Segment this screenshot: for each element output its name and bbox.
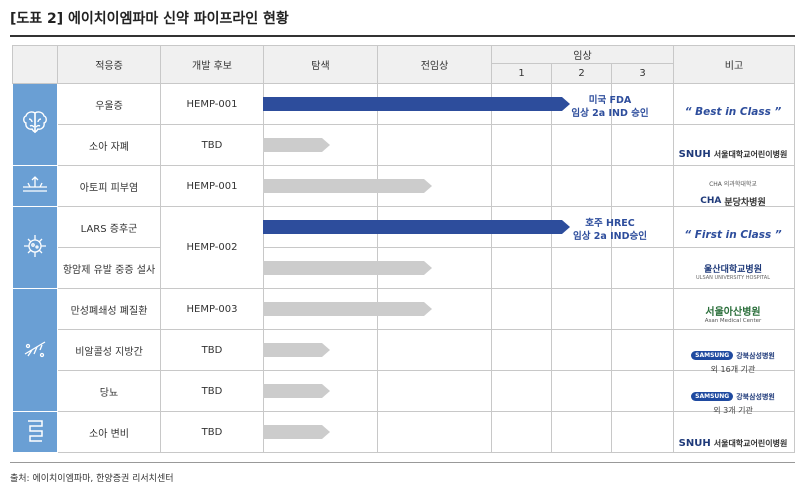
row-indication: 소아 자폐 (57, 124, 161, 166)
header-phase2: 2 (551, 63, 612, 84)
row-candidate: TBD (160, 124, 264, 166)
row-candidate: HEMP-003 (160, 288, 264, 330)
source-note: 출처: 에이치이엠파마, 한양증권 리서치센터 (10, 474, 174, 484)
progress-bar (263, 384, 330, 398)
progress-bar (263, 220, 570, 234)
row-indication: 당뇨 (57, 370, 161, 412)
note-samsung-2: SAMSUNG 강북삼성병원 외 3개 기관 (676, 383, 790, 416)
row-indication: LARS 증후군 (57, 206, 161, 248)
intestine-icon (12, 411, 58, 453)
note-best-in-class: “ Best in Class ” (684, 106, 782, 118)
bottom-rule (10, 462, 795, 463)
header-discovery: 탐색 (263, 45, 378, 84)
row-indication: 항암제 유발 중증 설사 (57, 247, 161, 289)
page-title: [도표 2] 에이치이엠파마 신약 파이프라인 현황 (10, 11, 289, 27)
header-note: 비고 (673, 45, 795, 84)
progress-bar (263, 138, 330, 152)
bar-label: 호주 HREC 임상 2a IND승인 (573, 218, 647, 242)
progress-bar (263, 302, 432, 316)
bar-label: 미국 FDA 임상 2a IND 승인 (571, 95, 649, 119)
row-indication: 소아 변비 (57, 411, 161, 453)
liver-icon (12, 288, 58, 412)
header-preclinical: 전임상 (377, 45, 492, 84)
row-indication: 아토피 피부염 (57, 165, 161, 207)
note-cha: CHA 의과학대학교 CHA 분당차병원 (700, 181, 766, 208)
header-indication: 적응증 (57, 45, 161, 84)
row-indication: 비알콜성 지방간 (57, 329, 161, 371)
note-snuh: SNUH 서울대학교어린이병원 (678, 149, 788, 160)
note-snuh-2: SNUH 서울대학교어린이병원 (678, 438, 788, 449)
microbe-icon (12, 206, 58, 289)
header-phase3: 3 (611, 63, 674, 84)
note-ulsan: 울산대학교병원 ULSAN UNIVERSITY HOSPITAL (696, 265, 770, 281)
row-candidate: HEMP-002 (160, 206, 264, 289)
skin-icon (12, 165, 58, 207)
row-candidate: TBD (160, 411, 264, 453)
progress-bar (263, 97, 570, 111)
header-phase1: 1 (491, 63, 552, 84)
header-clinical: 임상 (491, 45, 674, 64)
row-candidate: HEMP-001 (160, 83, 264, 125)
progress-bar (263, 343, 330, 357)
note-samsung-1: SAMSUNG 강북삼성병원 외 16개 기관 (676, 342, 790, 375)
brain-icon (12, 83, 58, 166)
header-icon (12, 45, 58, 84)
progress-bar (263, 425, 330, 439)
row-indication: 만성폐쇄성 폐질환 (57, 288, 161, 330)
row-candidate: TBD (160, 329, 264, 371)
note-first-in-class: “ First in Class ” (684, 229, 782, 241)
row-indication: 우울증 (57, 83, 161, 125)
note-asan: 서울아산병원 Asan Medical Center (704, 307, 762, 324)
row-candidate: HEMP-001 (160, 165, 264, 207)
progress-bar (263, 179, 432, 193)
row-candidate: TBD (160, 370, 264, 412)
top-rule (10, 35, 795, 37)
header-candidate: 개발 후보 (160, 45, 264, 84)
progress-bar (263, 261, 432, 275)
